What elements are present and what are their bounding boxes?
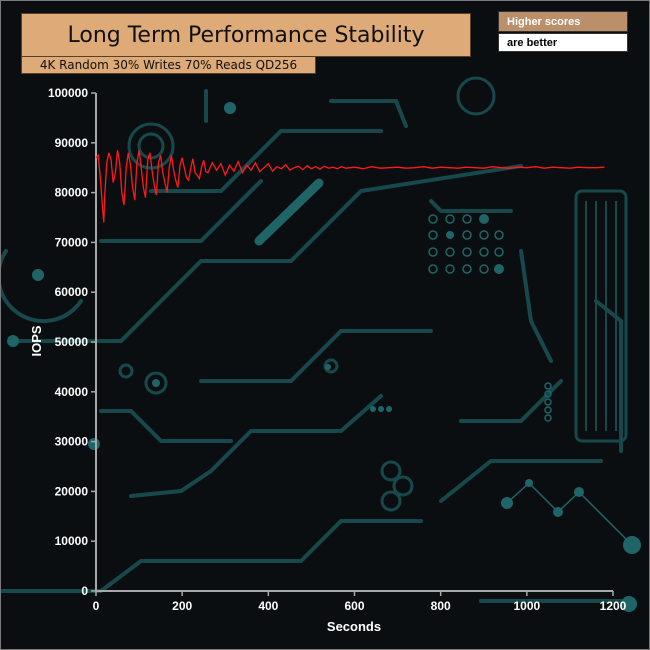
x-tick-label: 0 [93,599,100,613]
are-better-badge: are better [498,33,628,52]
y-tick-label: 100000 [48,86,88,100]
y-tick-label: 50000 [55,335,89,349]
chart-subtitle: 4K Random 30% Writes 70% Reads QD256 [21,56,316,74]
y-tick-label: 60000 [55,285,89,299]
x-tick-labels: 0 200 400 600 800 1000 1200 [93,591,627,613]
x-tick-label: 600 [344,599,364,613]
y-tick-label: 80000 [55,186,89,200]
x-tick-label: 800 [431,599,451,613]
circuit-bar [254,178,324,246]
y-tick-label: 0 [81,584,88,598]
iops-series-line [95,150,605,223]
x-tick-label: 1200 [600,599,627,613]
x-tick-label: 200 [172,599,192,613]
x-axis-label: Seconds [327,619,381,634]
y-axis-label: IOPS [29,325,44,356]
y-tick-label: 40000 [55,385,89,399]
y-tick-labels: 0 10000 20000 30000 40000 50000 60000 70000 8000… [48,86,96,598]
x-tick-label: 400 [258,599,278,613]
y-tick-label: 20000 [55,484,89,498]
y-tick-label: 10000 [55,534,89,548]
x-tick-label: 1000 [513,599,540,613]
y-tick-label: 90000 [55,136,89,150]
y-tick-label: 30000 [55,435,89,449]
chart-title: Long Term Performance Stability [21,13,471,57]
higher-scores-badge: Higher scores [498,11,628,32]
y-tick-label: 70000 [55,235,89,249]
